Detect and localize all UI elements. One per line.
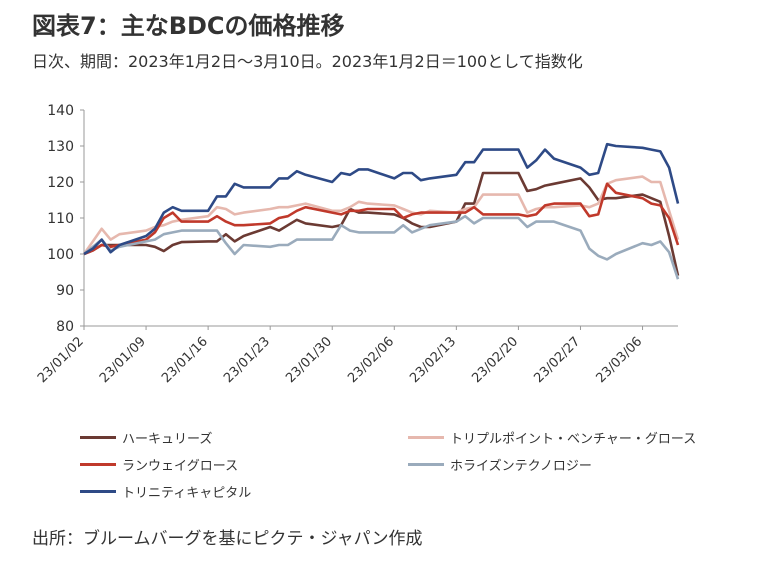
series-line-3 bbox=[83, 182, 680, 256]
legend-item: ハーキュリーズ bbox=[80, 428, 212, 447]
series-line-4 bbox=[83, 214, 680, 280]
legend-item: トリニティキャピタル bbox=[80, 482, 251, 501]
legend-label: ハーキュリーズ bbox=[122, 432, 213, 447]
legend-label: ホライズンテクノロジー bbox=[450, 459, 592, 474]
source-note: 出所：ブルームバーグを基にピクテ・ジャパン作成 bbox=[32, 529, 423, 549]
legend-swatch bbox=[80, 463, 116, 466]
legend-swatch bbox=[408, 436, 444, 439]
legend-item: トリプルポイント・ベンチャー・グロース bbox=[408, 428, 696, 447]
x-tick-label: 23/01/09 bbox=[97, 334, 149, 386]
y-tick-label: 80 bbox=[56, 319, 74, 335]
chart-subtitle: 日次、期間：2023年1月2日～3月10日。2023年1月2日＝100として指数… bbox=[32, 52, 583, 71]
y-tick-label: 120 bbox=[47, 175, 74, 191]
y-tick-label: 90 bbox=[56, 283, 74, 299]
x-tick-label: 23/02/20 bbox=[469, 334, 521, 386]
series-line-5 bbox=[83, 142, 680, 256]
x-tick-label: 23/01/30 bbox=[283, 334, 335, 386]
y-tick-label: 110 bbox=[47, 211, 74, 227]
legend-label: トリプルポイント・ベンチャー・グロース bbox=[450, 432, 697, 447]
y-tick-label: 130 bbox=[47, 139, 74, 155]
legend-label: トリニティキャピタル bbox=[122, 486, 252, 501]
x-tick-label: 23/02/06 bbox=[345, 334, 397, 386]
legend-item: ランウェイグロース bbox=[80, 455, 238, 474]
series-line-2 bbox=[82, 175, 680, 255]
y-axis: 80 90 100 110 120 130 140 bbox=[47, 103, 85, 335]
x-tick-label: 23/02/13 bbox=[407, 334, 459, 386]
x-tick-label: 23/02/27 bbox=[531, 334, 583, 386]
x-tick-label: 23/03/06 bbox=[593, 334, 645, 386]
x-tick-label: 23/01/02 bbox=[35, 334, 87, 386]
x-axis: 23/01/02 23/01/09 23/01/16 23/01/23 23/01/30… bbox=[35, 325, 678, 386]
y-tick-label: 140 bbox=[47, 103, 74, 119]
chart-title: 図表7：主なBDCの価格推移 bbox=[32, 12, 345, 40]
legend-swatch bbox=[80, 436, 116, 439]
legend-item: ホライズンテクノロジー bbox=[408, 455, 592, 474]
x-tick-label: 23/01/23 bbox=[221, 334, 273, 386]
legend: ハーキュリーズ トリプルポイント・ベンチャー・グロースランウェイグロース ホライズン… bbox=[80, 428, 720, 518]
legend-swatch bbox=[408, 463, 444, 466]
legend-label: ランウェイグロース bbox=[122, 459, 239, 474]
y-tick-label: 100 bbox=[47, 247, 74, 263]
series-line-1 bbox=[83, 171, 680, 276]
legend-swatch bbox=[80, 490, 116, 493]
series-lines bbox=[82, 142, 680, 280]
x-tick-label: 23/01/16 bbox=[159, 334, 211, 386]
